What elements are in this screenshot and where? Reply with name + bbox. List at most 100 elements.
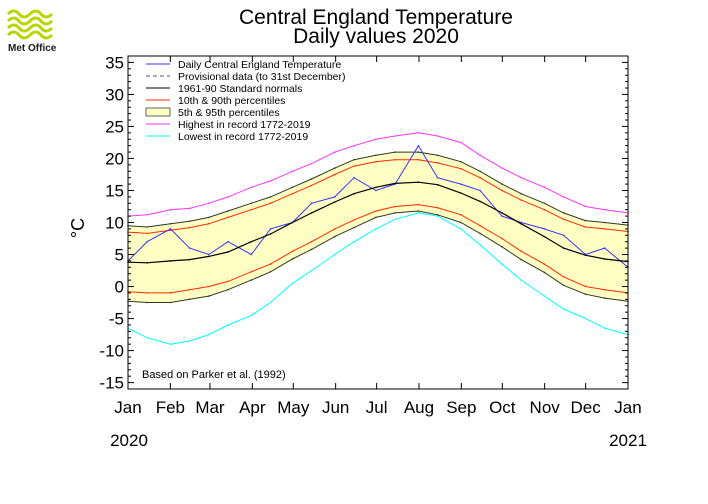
point-p95-21: [562, 212, 565, 214]
logo-wave-4: [6, 30, 54, 40]
point-lowest-7: [269, 301, 272, 304]
point-daily-17: [479, 189, 481, 192]
point-daily-2: [169, 228, 172, 230]
point-normal-11: [353, 192, 355, 195]
point-normal-16: [460, 192, 462, 194]
point-highest-1: [146, 214, 148, 216]
point-p10-17: [479, 224, 481, 227]
point-p5-6: [250, 279, 253, 281]
point-p5-8: [291, 258, 294, 260]
point-p5-13: [394, 212, 396, 214]
point-p10-15: [436, 207, 439, 209]
chart-subtitle: Daily values 2020: [293, 25, 459, 48]
year-label-start: 2020: [110, 431, 148, 450]
point-lowest-16: [460, 228, 462, 230]
point-p5-1: [146, 301, 148, 304]
point-p5-10: [334, 235, 336, 238]
point-daily-9: [310, 202, 313, 205]
point-p90-20: [543, 208, 546, 211]
point-daily-5: [227, 240, 229, 243]
point-p5-4: [208, 295, 210, 297]
point-lowest-9: [310, 269, 313, 272]
point-lowest-21: [562, 308, 565, 310]
chart-title: Central England Temperature: [239, 6, 513, 29]
point-normal-22: [584, 254, 587, 256]
point-p95-14: [417, 151, 420, 153]
point-daily-1: [146, 240, 148, 243]
point-p10-18: [501, 237, 503, 240]
point-p90-22: [584, 226, 587, 228]
point-p95-4: [208, 216, 210, 219]
point-p95-18: [501, 183, 503, 185]
point-p10-3: [188, 288, 191, 291]
point-p90-19: [520, 199, 522, 201]
point-p95-23: [603, 221, 606, 224]
point-daily-18: [501, 215, 503, 217]
x-tick-label: Aug: [404, 398, 434, 417]
band-5-95-fill: [128, 152, 628, 303]
x-tick-label: Apr: [239, 398, 266, 417]
x-tick-label: May: [277, 398, 310, 417]
point-highest-19: [520, 176, 522, 179]
point-daily-20: [543, 228, 546, 230]
point-p95-10: [334, 167, 336, 169]
legend-label: 5th & 95th percentiles: [178, 107, 280, 119]
point-p90-13: [394, 158, 396, 161]
point-highest-23: [603, 208, 606, 211]
point-highest-21: [562, 196, 565, 198]
point-p90-11: [353, 165, 355, 167]
point-daily-6: [250, 253, 253, 256]
point-p95-8: [291, 186, 294, 189]
point-p90-5: [227, 216, 229, 219]
point-lowest-23: [603, 327, 606, 330]
met-office-logo: Met Office: [6, 9, 57, 54]
point-p90-14: [417, 158, 420, 161]
point-highest-17: [479, 154, 481, 157]
point-normal-10: [334, 201, 336, 203]
point-p95-2: [169, 223, 172, 225]
y-tick-label: 0: [115, 278, 124, 297]
y-tick-label: -15: [99, 374, 124, 393]
point-normal-8: [291, 221, 294, 224]
point-p5-21: [562, 284, 565, 287]
point-p90-18: [501, 189, 503, 192]
point-highest-11: [353, 144, 355, 147]
point-normal-17: [479, 200, 481, 203]
point-p10-7: [269, 263, 272, 265]
point-normal-19: [520, 223, 522, 225]
y-tick-label: -10: [99, 342, 124, 361]
point-p95-20: [543, 202, 546, 205]
point-normal-3: [188, 258, 191, 261]
point-p10-5: [227, 280, 229, 283]
point-p95-3: [188, 220, 191, 222]
point-highest-14: [417, 132, 420, 134]
point-lowest-14: [417, 212, 420, 214]
legend-label: Provisional data (to 31st December): [178, 71, 346, 83]
point-p5-19: [520, 258, 522, 261]
point-normal-21: [562, 247, 565, 249]
point-highest-16: [460, 141, 462, 144]
point-p95-15: [436, 154, 439, 157]
year-label-end: 2021: [609, 431, 647, 450]
legend-label: Lowest in record 1772-2019: [178, 131, 308, 143]
legend-label: 10th & 90th percentiles: [178, 95, 285, 107]
y-tick-label: 20: [105, 149, 124, 168]
y-tick-label: 15: [105, 181, 124, 200]
point-lowest-22: [584, 317, 587, 320]
point-p5-20: [543, 271, 546, 274]
point-p10-19: [520, 250, 522, 253]
point-normal-13: [394, 182, 396, 185]
point-p10-20: [543, 263, 546, 265]
point-p5-3: [188, 298, 191, 301]
point-normal-6: [250, 240, 253, 243]
point-normal-5: [227, 251, 229, 253]
point-normal-9: [310, 212, 313, 214]
point-p10-21: [562, 276, 565, 278]
point-p95-11: [353, 158, 355, 161]
x-tick-label: Dec: [571, 398, 602, 417]
y-tick-label: 35: [105, 53, 124, 72]
point-p5-9: [310, 248, 313, 251]
point-p95-1: [146, 226, 148, 228]
point-p5-23: [603, 297, 606, 299]
